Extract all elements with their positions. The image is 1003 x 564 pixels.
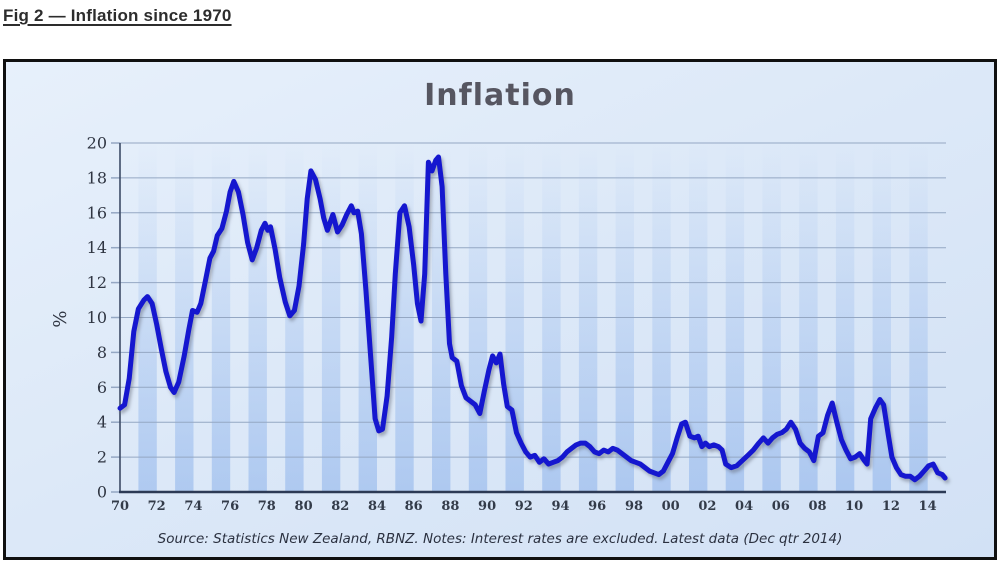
chart-title: Inflation [424,78,576,113]
y-tick-label: 20 [87,134,107,153]
x-tick-label: 88 [441,499,459,514]
figure-heading: Fig 2 — Inflation since 1970 [3,6,232,25]
x-tick-label: 74 [184,499,202,514]
x-tick-label: 76 [221,499,239,514]
x-tick-label: 84 [368,499,386,514]
y-axis-unit-label: % [50,310,71,328]
x-tick-label: 94 [551,499,569,514]
x-tick-label: 12 [882,499,900,514]
y-tick-label: 18 [87,168,107,187]
inflation-line [117,154,948,483]
y-tick-label: 8 [97,343,107,362]
source-note: Source: Statistics New Zealand, RBNZ. No… [157,531,843,547]
x-tick-label: 92 [515,499,533,514]
x-tick-label: 06 [772,499,790,514]
x-tick-label: 04 [735,499,753,514]
y-tick-label: 16 [87,203,107,222]
x-tick-label: 90 [478,499,496,514]
y-tick-label: 4 [97,413,107,432]
x-tick-label: 98 [625,499,643,514]
y-tick-label: 12 [87,273,107,292]
x-tick-label: 82 [331,499,349,514]
x-tick-label: 78 [258,499,276,514]
y-tick-label: 14 [87,238,107,257]
y-tick-label: 6 [97,378,107,397]
y-tick-label: 10 [87,308,107,327]
chart-frame: 0 2 4 6 8 10 12 14 16 18 20 70 72 74 76 78 80 82 84 86 88 90 9… [3,59,997,560]
x-tick-label: 86 [405,499,423,514]
x-tick-label: 02 [698,499,716,514]
y-tick-label: 2 [97,448,107,467]
y-tick-label: 0 [97,483,107,502]
x-tick-label: 14 [919,499,937,514]
x-tick-label: 72 [148,499,166,514]
x-tick-label: 70 [111,499,129,514]
x-tick-label: 10 [845,499,863,514]
x-tick-label: 08 [808,499,826,514]
x-tick-label: 96 [588,499,606,514]
x-tick-label: 00 [662,499,680,514]
x-tick-label: 80 [295,499,313,514]
